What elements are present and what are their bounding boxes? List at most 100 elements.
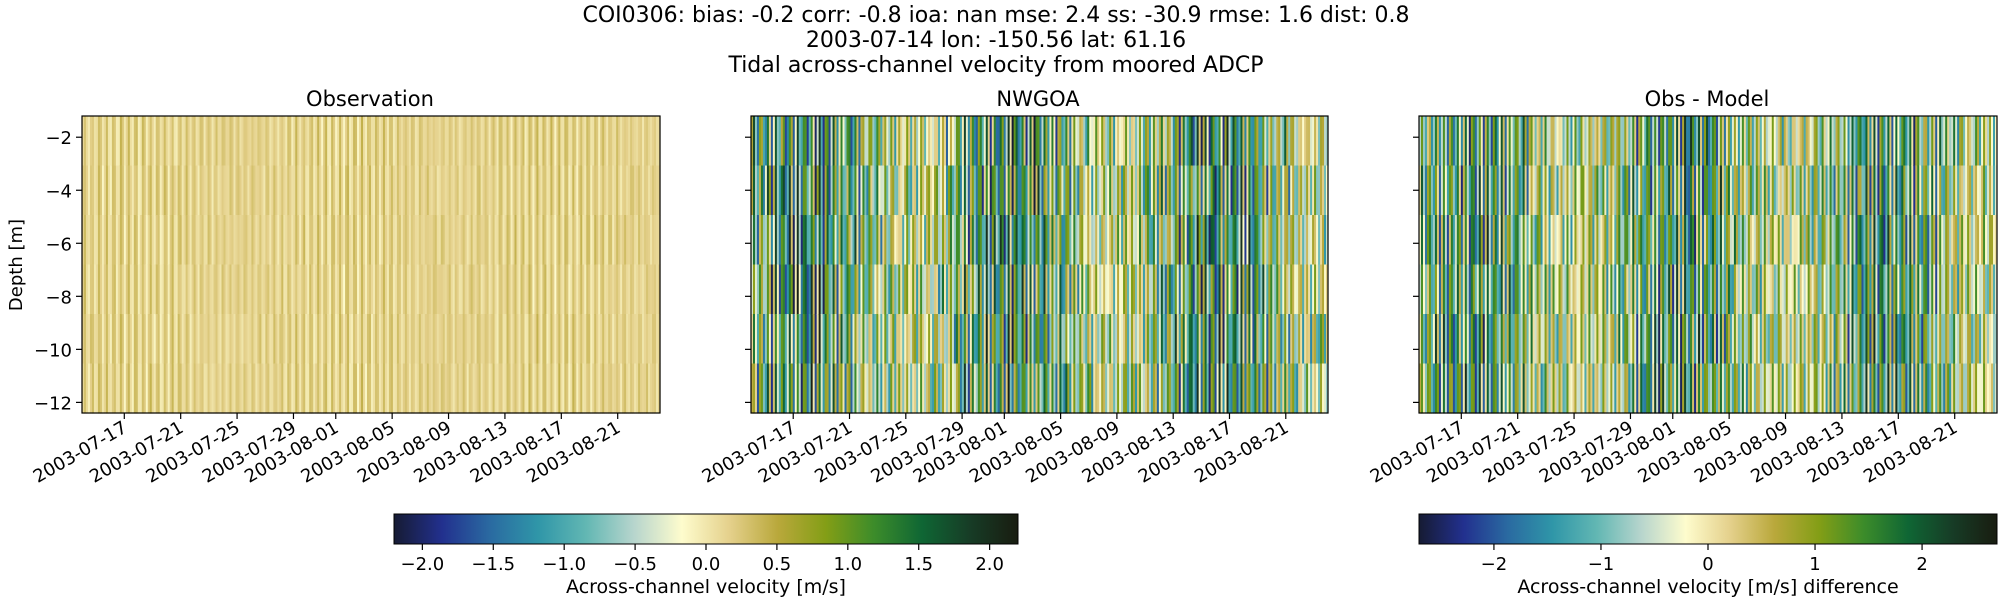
heatmap-cell: [1532, 314, 1536, 365]
heatmap-cell: [1041, 264, 1045, 315]
heatmap-cell: [1107, 116, 1110, 167]
heatmap-cell: [1801, 314, 1805, 365]
heatmap-cell: [400, 264, 404, 315]
heatmap-cell: [1156, 215, 1160, 266]
heatmap-cell: [1326, 215, 1329, 266]
heatmap-cell: [1274, 116, 1277, 167]
heatmap-cell: [1095, 165, 1098, 216]
heatmap-cell: [127, 116, 131, 167]
heatmap-cell: [498, 363, 502, 414]
heatmap-cell: [1570, 314, 1574, 365]
heatmap-cell: [526, 314, 530, 365]
heatmap-cell: [1654, 264, 1657, 315]
heatmap-cell: [1664, 165, 1667, 216]
heatmap-cell: [792, 363, 796, 414]
heatmap-cell: [1725, 116, 1729, 167]
heatmap-cell: [213, 264, 217, 315]
heatmap-cell: [323, 264, 326, 315]
heatmap-cell: [263, 116, 266, 167]
heatmap-cell: [1214, 116, 1218, 167]
heatmap-cell: [1624, 363, 1627, 414]
heatmap-cell: [1166, 116, 1170, 167]
heatmap-cell: [1156, 363, 1160, 414]
heatmap-cell: [1440, 314, 1444, 365]
heatmap-cell: [267, 363, 270, 414]
heatmap-cell: [940, 215, 943, 266]
heatmap-cell: [1282, 363, 1285, 414]
heatmap-cell: [520, 215, 524, 266]
heatmap-cell: [576, 215, 579, 266]
heatmap-cell: [1071, 116, 1074, 167]
heatmap-cell: [1522, 264, 1526, 315]
heatmap-cell: [442, 165, 446, 216]
heatmap-cell: [1753, 116, 1757, 167]
heatmap-cell: [924, 165, 927, 216]
heatmap-cell: [1322, 264, 1325, 315]
heatmap-cell: [1123, 215, 1126, 266]
heatmap-cell: [782, 116, 786, 167]
heatmap-cell: [408, 264, 412, 315]
heatmap-cell: [171, 165, 175, 216]
heatmap-cell: [1757, 264, 1761, 315]
heatmap-cell: [205, 264, 209, 315]
heatmap-cell: [257, 314, 260, 365]
heatmap-cell: [436, 165, 440, 216]
heatmap-cell: [957, 363, 961, 414]
heatmap-cell: [438, 116, 442, 167]
heatmap-cell: [261, 215, 264, 266]
heatmap-cell: [1085, 314, 1088, 365]
heatmap-cell: [942, 116, 945, 167]
heatmap-cell: [129, 215, 133, 266]
heatmap-cell: [161, 215, 165, 266]
heatmap-cell: [1875, 116, 1879, 167]
heatmap-cell: [1458, 363, 1462, 414]
heatmap-cell: [1115, 363, 1118, 414]
heatmap-cell: [610, 363, 613, 414]
heatmap-cell: [1452, 165, 1456, 216]
heatmap-cell: [428, 215, 432, 266]
heatmap-cell: [1478, 215, 1482, 266]
heatmap-cell: [1252, 116, 1255, 167]
heatmap-cell: [1208, 264, 1212, 315]
heatmap-cell: [466, 363, 470, 414]
heatmap-cell: [1075, 165, 1078, 216]
heatmap-cell: [1127, 116, 1130, 167]
heatmap-cell: [942, 165, 945, 216]
heatmap-cell: [826, 165, 830, 216]
heatmap-cell: [1634, 363, 1637, 414]
heatmap-cell: [840, 215, 844, 266]
heatmap-cell: [195, 314, 199, 365]
heatmap-cell: [1015, 264, 1019, 315]
heatmap-cell: [548, 363, 551, 414]
heatmap-cell: [1807, 215, 1811, 266]
heatmap-cell: [305, 165, 308, 216]
heatmap-cell: [764, 165, 768, 216]
heatmap-cell: [1027, 363, 1031, 414]
heatmap-cell: [1067, 314, 1070, 365]
heatmap-cell: [454, 363, 458, 414]
heatmap-cell: [758, 116, 762, 167]
heatmap-cell: [794, 215, 798, 266]
heatmap-cell: [1160, 165, 1164, 216]
heatmap-cell: [398, 264, 402, 315]
heatmap-cell: [658, 116, 661, 167]
heatmap-cell: [606, 165, 609, 216]
heatmap-cell: [201, 215, 205, 266]
heatmap-cell: [528, 116, 532, 167]
heatmap-cell: [1867, 264, 1871, 315]
heatmap-cell: [1881, 215, 1884, 266]
heatmap-cell: [1630, 363, 1633, 414]
heatmap-cell: [1793, 116, 1797, 167]
heatmap-cell: [1456, 165, 1460, 216]
heatmap-cell: [1556, 116, 1560, 167]
heatmap-cell: [1192, 165, 1196, 216]
heatmap-cell: [177, 215, 181, 266]
heatmap-cell: [416, 116, 420, 167]
heatmap-cell: [870, 116, 873, 167]
heatmap-cell: [1071, 314, 1074, 365]
heatmap-cell: [1142, 363, 1146, 414]
heatmap-cell: [225, 314, 229, 365]
heatmap-cell: [828, 116, 832, 167]
heatmap-cell: [884, 116, 887, 167]
heatmap-cell: [386, 116, 390, 167]
